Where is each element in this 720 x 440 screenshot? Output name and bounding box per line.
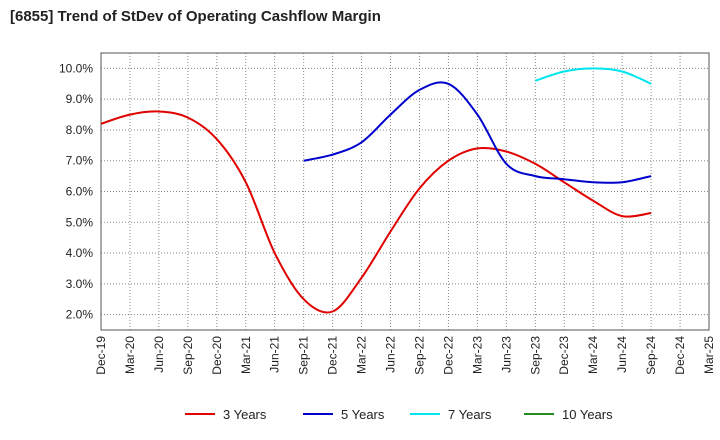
- x-axis-ticks: Dec-19 Mar-20 Jun-20 Sep-20 Dec-20 Mar-21 Jun-…: [94, 336, 716, 375]
- x-tick-label: Sep-20: [181, 336, 195, 375]
- legend-label-10-years: 10 Years: [562, 407, 613, 422]
- y-tick-label: 5.0%: [66, 215, 94, 229]
- x-tick-label: Sep-24: [644, 336, 658, 375]
- x-tick-label: Dec-22: [441, 336, 455, 375]
- x-tick-label: Mar-23: [470, 336, 484, 374]
- series-line-3-years: [100, 110, 652, 314]
- y-tick-label: 8.0%: [66, 123, 94, 137]
- x-tick-label: Mar-21: [239, 336, 253, 374]
- chart-title: [6855] Trend of StDev of Operating Cashf…: [10, 8, 381, 25]
- legend: 3 Years 5 Years 7 Years 10 Years: [185, 407, 613, 422]
- x-tick-label: Sep-23: [528, 336, 542, 375]
- series-lines: [100, 67, 652, 314]
- y-tick-label: 10.0%: [59, 61, 93, 75]
- x-tick-label: Dec-21: [326, 336, 340, 375]
- x-tick-label: Jun-24: [615, 336, 629, 373]
- x-tick-label: Mar-22: [355, 336, 369, 374]
- x-tick-label: Dec-19: [94, 336, 108, 375]
- y-tick-label: 7.0%: [66, 154, 94, 168]
- legend-label-7-years: 7 Years: [448, 407, 492, 422]
- x-tick-label: Mar-24: [586, 336, 600, 374]
- x-tick-label: Mar-25: [702, 336, 716, 374]
- x-tick-label: Jun-21: [268, 336, 282, 373]
- series-line-5-years: [303, 81, 652, 184]
- legend-label-5-years: 5 Years: [341, 407, 385, 422]
- x-tick-label: Dec-23: [557, 336, 571, 375]
- x-tick-label: Jun-20: [152, 336, 166, 373]
- x-tick-label: Mar-20: [123, 336, 137, 374]
- plot-area-border: [100, 52, 710, 331]
- x-tick-label: Jun-22: [384, 336, 398, 373]
- y-tick-label: 3.0%: [66, 277, 94, 291]
- x-tick-label: Sep-22: [412, 336, 426, 375]
- y-tick-label: 2.0%: [66, 308, 94, 322]
- y-tick-label: 9.0%: [66, 92, 94, 106]
- x-tick-label: Dec-20: [210, 336, 224, 375]
- series-line-7-years: [534, 67, 652, 85]
- y-tick-label: 4.0%: [66, 246, 94, 260]
- x-tick-label: Jun-23: [499, 336, 513, 373]
- grid-lines: [100, 53, 710, 330]
- y-axis-ticks: 2.0% 3.0% 4.0% 5.0% 6.0% 7.0% 8.0% 9.0% 10.0%: [59, 61, 93, 321]
- y-tick-label: 6.0%: [66, 185, 94, 199]
- x-tick-label: Sep-21: [297, 336, 311, 375]
- legend-label-3-years: 3 Years: [223, 407, 267, 422]
- x-tick-label: Dec-24: [673, 336, 687, 375]
